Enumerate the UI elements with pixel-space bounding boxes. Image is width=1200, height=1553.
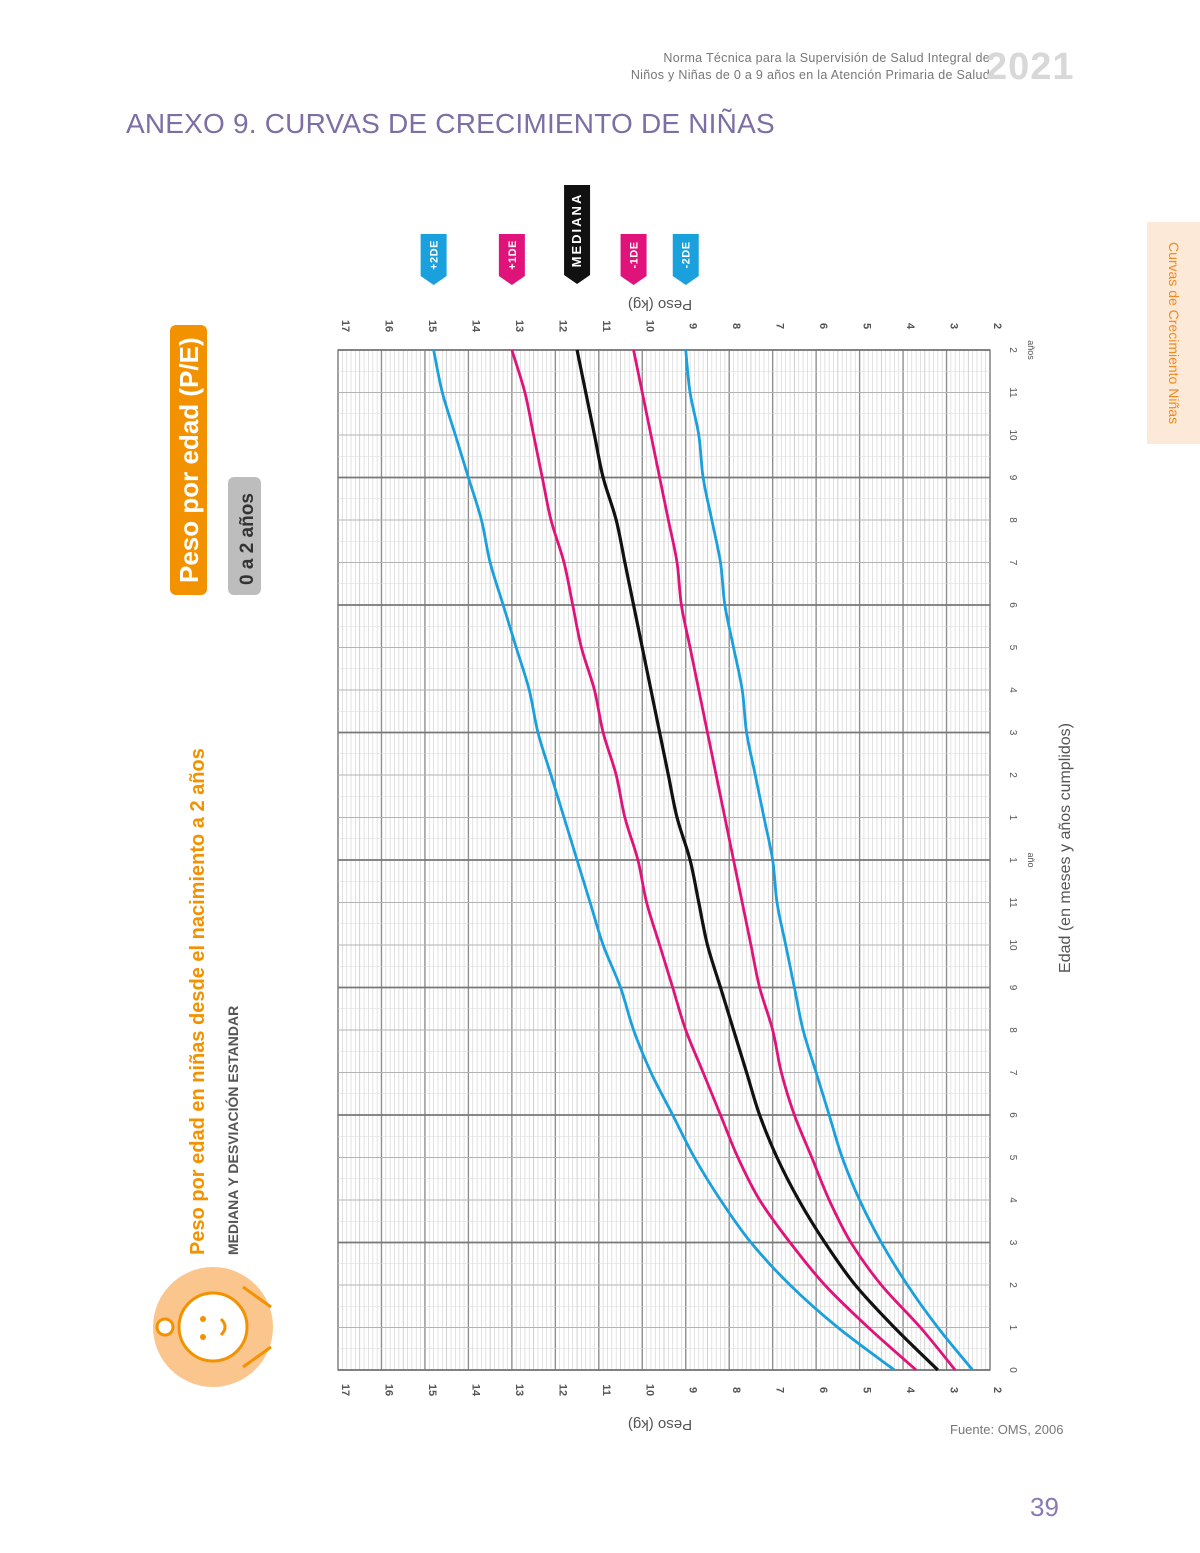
weight-tick-label-bottom: 3 [948, 1387, 960, 1393]
weight-tick-label-top: 10 [643, 320, 655, 332]
age-range-badge [228, 477, 261, 595]
series-labels: +2DE +1DE MEDIANA -1DE -2DE [420, 185, 699, 285]
series-line-4 [684, 349, 974, 1371]
chart-ticks: 2233445566778899101011111212131314141515… [339, 320, 1036, 1397]
header-line-2: Niños y Niñas de 0 a 9 años en la Atenci… [630, 68, 990, 82]
series-label-tag-3 [620, 234, 647, 285]
weight-tick-label-top: 7 [774, 323, 786, 329]
age-tick-label: 10 [1007, 939, 1018, 951]
weight-tick-label-top: 16 [382, 320, 394, 332]
age-tick-label: 1 [1007, 1325, 1018, 1331]
series-line-1 [510, 349, 918, 1372]
weight-tick-label-bottom: 4 [904, 1387, 916, 1394]
age-tick-label: 8 [1007, 1027, 1018, 1033]
source-note: Fuente: OMS, 2006 [950, 1422, 1064, 1437]
weight-tick-label-bottom: 15 [426, 1384, 438, 1396]
age-tick-label: 8 [1007, 517, 1018, 523]
age-tick-label: 2 [1007, 347, 1018, 353]
series-label-1: +1DE [507, 240, 519, 270]
weight-tick-label-bottom: 2 [991, 1387, 1003, 1393]
age-tick-label: 1 [1007, 857, 1018, 863]
age-tick-label: 9 [1007, 985, 1018, 991]
weight-tick-label-top: 11 [600, 320, 612, 332]
weight-tick-label-top: 3 [948, 323, 960, 329]
series-line-3 [632, 349, 957, 1371]
y-axis-title-bottom: Peso (kg) [628, 1416, 692, 1433]
y-axis-title-top: Peso (kg) [628, 296, 692, 313]
weight-tick-label-bottom: 16 [382, 1384, 394, 1396]
age-tick-label: 2 [1007, 772, 1018, 778]
age-tick-label: 2 [1007, 1282, 1018, 1288]
age-tick-label: 0 [1007, 1367, 1018, 1373]
weight-tick-label-bottom: 7 [774, 1387, 786, 1393]
annex-title: ANEXO 9. CURVAS DE CRECIMIENTO DE NIÑAS [126, 108, 775, 139]
header-year: 2021 [986, 46, 1075, 88]
age-tick-label: 9 [1007, 475, 1018, 481]
weight-tick-label-top: 5 [861, 323, 873, 329]
chart-subtitle: Peso por edad en niñas desde el nacimien… [187, 748, 209, 1255]
age-year-label: año [1026, 852, 1036, 867]
weight-tick-label-bottom: 13 [513, 1384, 525, 1396]
age-year-label: años [1026, 340, 1036, 360]
age-tick-label: 4 [1007, 1197, 1018, 1203]
age-tick-label: 3 [1007, 730, 1018, 736]
weight-tick-label-top: 4 [904, 323, 916, 330]
series-label-tag-2 [564, 185, 591, 284]
weight-tick-label-top: 2 [991, 323, 1003, 329]
header-line-1: Norma Técnica para la Supervisión de Sal… [663, 51, 990, 65]
age-tick-label: 3 [1007, 1240, 1018, 1246]
chart-curves [432, 349, 974, 1372]
weight-tick-label-bottom: 6 [817, 1387, 829, 1393]
series-label-tag-0 [420, 234, 447, 285]
age-tick-label: 7 [1007, 560, 1018, 566]
weight-tick-label-bottom: 8 [730, 1387, 742, 1393]
weight-tick-label-top: 8 [730, 323, 742, 329]
age-tick-label: 6 [1007, 602, 1018, 608]
age-tick-label: 1 [1007, 815, 1018, 821]
age-tick-label: 4 [1007, 687, 1018, 693]
age-tick-label: 11 [1007, 387, 1018, 398]
series-label-3: -1DE [629, 241, 641, 268]
series-label-tag-4 [672, 234, 699, 285]
series-label-4: -2DE [681, 241, 693, 268]
header-text: Norma Técnica para la Supervisión de Sal… [631, 50, 990, 84]
baby-face-icon [153, 1267, 273, 1387]
age-range-label: 0 a 2 años [237, 493, 258, 585]
weight-tick-label-top: 14 [469, 320, 481, 333]
weight-tick-label-bottom: 14 [469, 1384, 481, 1397]
weight-tick-label-top: 13 [513, 320, 525, 332]
weight-tick-label-bottom: 12 [556, 1384, 568, 1396]
series-label-0: +2DE [429, 240, 441, 270]
title-banner [170, 325, 207, 595]
page-number: 39 [1030, 1492, 1059, 1522]
series-line-2 [575, 349, 939, 1372]
age-tick-label: 7 [1007, 1070, 1018, 1076]
weight-tick-label-top: 12 [556, 320, 568, 332]
weight-tick-label-top: 9 [687, 323, 699, 329]
weight-tick-label-top: 15 [426, 320, 438, 332]
age-tick-label: 6 [1007, 1112, 1018, 1118]
age-tick-label: 5 [1007, 645, 1018, 651]
age-tick-label: 10 [1007, 429, 1018, 441]
age-tick-label: 5 [1007, 1155, 1018, 1161]
side-tab: Curvas de Crecimiento Niñas [1147, 222, 1200, 444]
chart-title: Peso por edad (P/E) [174, 337, 204, 583]
chart-title-group: Peso por edad (P/E) 0 a 2 años Peso por … [170, 325, 261, 1255]
series-label-2: MEDIANA [569, 193, 584, 268]
chart-subtitle-2: MEDIANA Y DESVIACIÓN ESTANDAR [224, 1006, 241, 1255]
x-axis-title: Edad (en meses y años cumplidos) [1057, 723, 1074, 973]
weight-tick-label-bottom: 9 [687, 1387, 699, 1393]
age-tick-label: 11 [1007, 897, 1018, 908]
chart-grid [337, 349, 991, 1371]
weight-tick-label-top: 6 [817, 323, 829, 329]
series-label-tag-1 [498, 234, 525, 285]
series-line-0 [432, 349, 896, 1372]
weight-tick-label-top: 17 [339, 320, 351, 332]
weight-tick-label-bottom: 11 [600, 1384, 612, 1396]
weight-tick-label-bottom: 5 [861, 1387, 873, 1393]
weight-tick-label-bottom: 10 [643, 1384, 655, 1396]
weight-tick-label-bottom: 17 [339, 1384, 351, 1396]
